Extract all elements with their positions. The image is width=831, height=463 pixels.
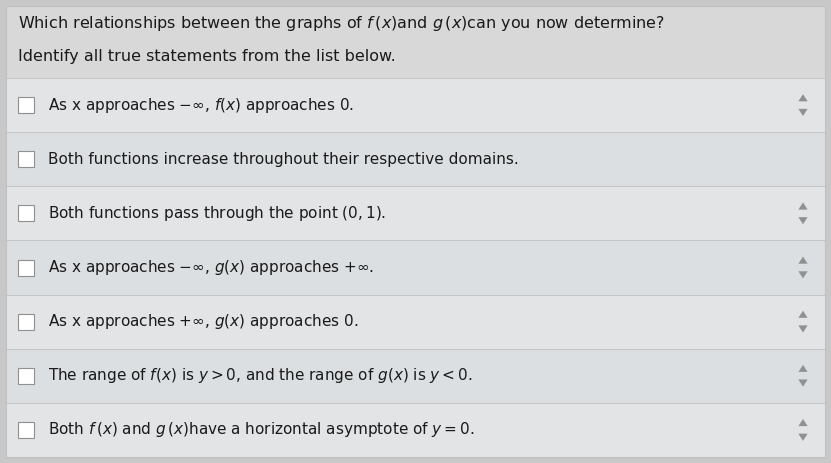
Polygon shape: [799, 365, 807, 372]
Polygon shape: [799, 434, 807, 440]
Bar: [18, 313, 34, 330]
Polygon shape: [799, 311, 807, 318]
Bar: [18, 97, 34, 113]
Text: Identify all true statements from the list below.: Identify all true statements from the li…: [18, 49, 396, 63]
Text: As x approaches $-\infty$, $g(x)$ approaches $+\infty$.: As x approaches $-\infty$, $g(x)$ approa…: [48, 258, 374, 277]
Bar: [18, 368, 34, 384]
Polygon shape: [799, 203, 807, 209]
Polygon shape: [799, 217, 807, 224]
Bar: [18, 422, 34, 438]
Bar: [6, 186, 825, 240]
Bar: [6, 294, 825, 349]
Text: Which relationships between the graphs of $f\,(x)$and $g\,(x)$can you now determ: Which relationships between the graphs o…: [18, 14, 665, 33]
Polygon shape: [799, 380, 807, 386]
Polygon shape: [799, 109, 807, 116]
Bar: [18, 151, 34, 167]
Bar: [18, 259, 34, 275]
Bar: [6, 349, 825, 403]
Text: As x approaches $+\infty$, $g(x)$ approaches 0.: As x approaches $+\infty$, $g(x)$ approa…: [48, 312, 358, 331]
Polygon shape: [799, 325, 807, 332]
Polygon shape: [799, 94, 807, 101]
Polygon shape: [799, 419, 807, 426]
Bar: [18, 206, 34, 221]
Bar: [6, 403, 825, 457]
Bar: [6, 240, 825, 294]
Polygon shape: [799, 257, 807, 263]
Text: Both functions pass through the point $(0, 1)$.: Both functions pass through the point $(…: [48, 204, 386, 223]
Bar: [6, 78, 825, 132]
Bar: [6, 132, 825, 186]
Text: The range of $f(x)$ is $y > 0$, and the range of $g(x)$ is $y < 0$.: The range of $f(x)$ is $y > 0$, and the …: [48, 366, 473, 385]
Bar: [6, 6, 825, 78]
Text: Both functions increase throughout their respective domains.: Both functions increase throughout their…: [48, 152, 519, 167]
Polygon shape: [799, 271, 807, 278]
Text: Both $f\,(x)$ and $g\,(x)$have a horizontal asymptote of $y = 0$.: Both $f\,(x)$ and $g\,(x)$have a horizon…: [48, 420, 475, 439]
Text: As x approaches $-\infty$, $f(x)$ approaches 0.: As x approaches $-\infty$, $f(x)$ approa…: [48, 95, 354, 114]
